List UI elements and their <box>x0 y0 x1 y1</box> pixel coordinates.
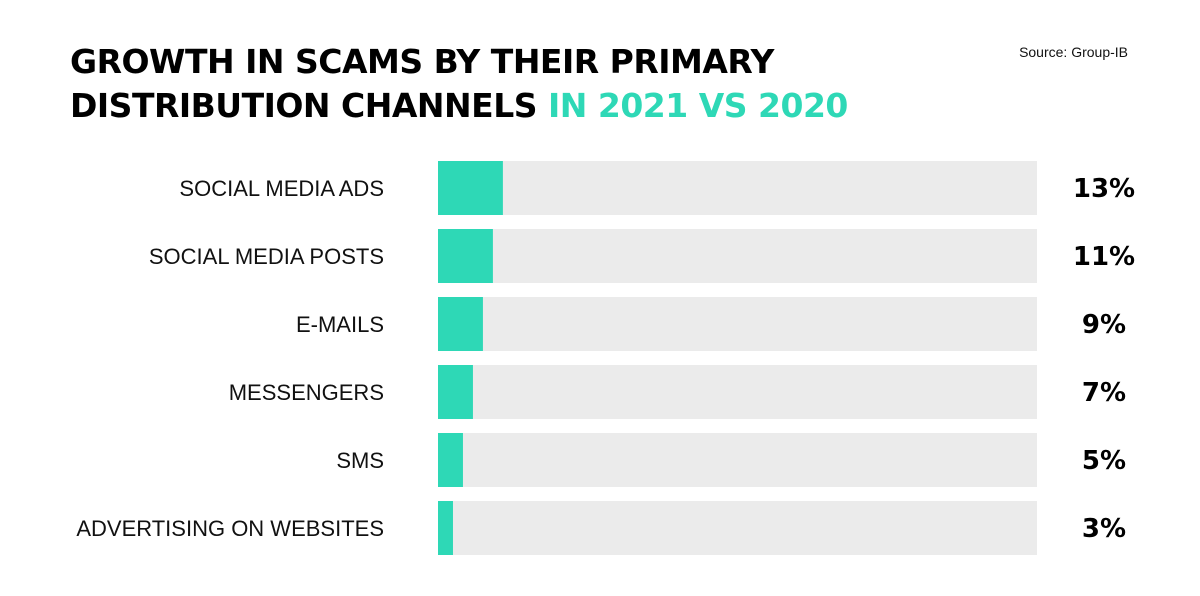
bar-social-media-ads <box>438 161 503 215</box>
bar-messengers <box>438 365 473 419</box>
bar-row-social-media-ads: SOCIAL MEDIA ADS 13% <box>179 161 1135 215</box>
bar-track-social-media-posts <box>438 229 1037 283</box>
category-label-social-media-posts: SOCIAL MEDIA POSTS <box>149 244 384 269</box>
bar-track-messengers <box>438 365 1037 419</box>
bar-track-advertising-on-websites <box>438 501 1037 555</box>
bar-track-sms <box>438 433 1037 487</box>
value-label-messengers: 7% <box>1082 378 1126 408</box>
title-line-1: GROWTH IN SCAMS BY THEIR PRIMARY <box>70 42 774 81</box>
source-note: Source: Group-IB <box>1019 44 1128 60</box>
bar-track-e-mails <box>438 297 1037 351</box>
value-label-sms: 5% <box>1082 446 1126 476</box>
category-label-messengers: MESSENGERS <box>229 380 384 405</box>
category-label-sms: SMS <box>336 448 384 473</box>
bar-row-advertising-on-websites: ADVERTISING ON WEBSITES 3% <box>76 501 1126 555</box>
value-label-social-media-ads: 13% <box>1073 174 1135 204</box>
bar-row-messengers: MESSENGERS 7% <box>229 365 1126 419</box>
bar-e-mails <box>438 297 483 351</box>
bar-advertising-on-websites <box>438 501 453 555</box>
bar-social-media-posts <box>438 229 493 283</box>
chart-title: GROWTH IN SCAMS BY THEIR PRIMARY DISTRIBU… <box>70 40 848 128</box>
value-label-social-media-posts: 11% <box>1073 242 1135 272</box>
value-label-advertising-on-websites: 3% <box>1082 514 1126 544</box>
category-label-social-media-ads: SOCIAL MEDIA ADS <box>179 176 384 201</box>
bar-row-sms: SMS 5% <box>336 433 1126 487</box>
bar-track-social-media-ads <box>438 161 1037 215</box>
title-line-2: DISTRIBUTION CHANNELS <box>70 86 538 125</box>
title-accent: IN 2021 VS 2020 <box>548 86 848 125</box>
bar-sms <box>438 433 463 487</box>
bar-row-e-mails: E-MAILS 9% <box>296 297 1126 351</box>
value-label-e-mails: 9% <box>1082 310 1126 340</box>
category-label-e-mails: E-MAILS <box>296 312 384 337</box>
bar-row-social-media-posts: SOCIAL MEDIA POSTS 11% <box>149 229 1135 283</box>
category-label-advertising-on-websites: ADVERTISING ON WEBSITES <box>76 516 384 541</box>
